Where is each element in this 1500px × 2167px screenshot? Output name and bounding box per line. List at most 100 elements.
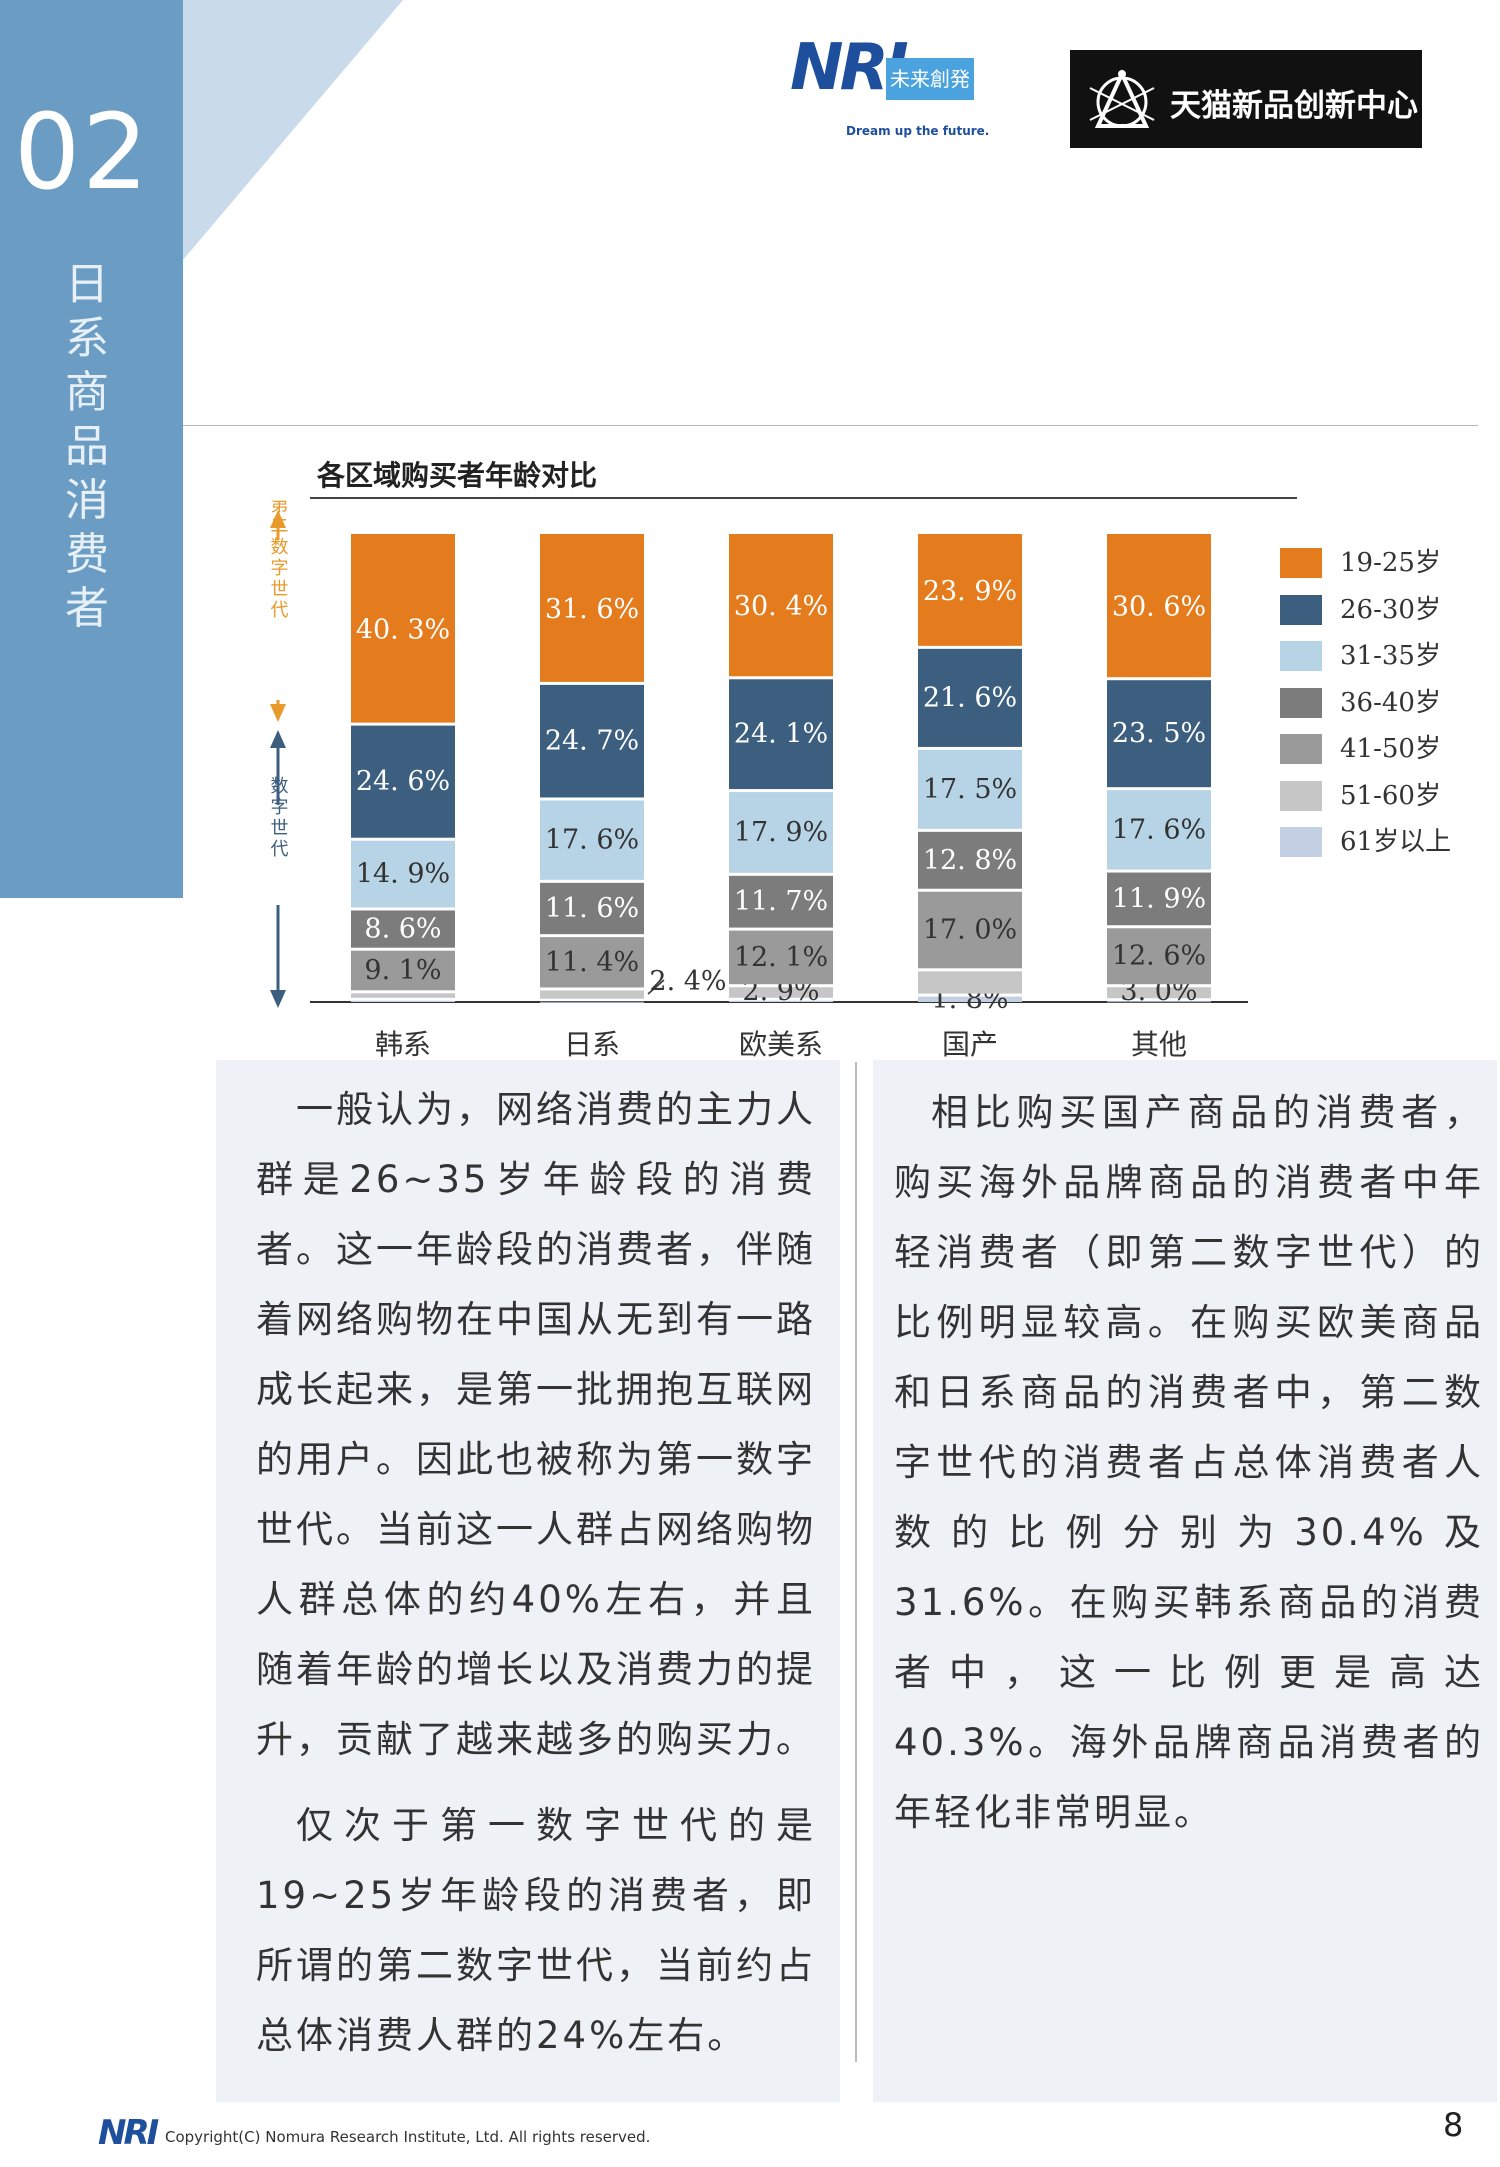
header-divider bbox=[183, 425, 1478, 426]
bar-1-0 bbox=[540, 534, 644, 682]
lower-axis-arrow-up bbox=[270, 730, 286, 748]
legend-swatch-1 bbox=[1280, 594, 1322, 625]
bar-3-1 bbox=[918, 648, 1022, 747]
bar-label-3-1: 21. 6% bbox=[923, 682, 1017, 713]
legend-label-0: 19-25岁 bbox=[1340, 548, 1441, 578]
chart-title: 各区域购买者年龄对比 bbox=[317, 459, 598, 492]
bar-0-3 bbox=[351, 910, 455, 948]
category-label-4: 其他 bbox=[1131, 1028, 1187, 1061]
tmall-logo: 天猫新品创新中心 bbox=[1070, 50, 1422, 148]
bar-label-4-3: 11. 9% bbox=[1112, 883, 1206, 914]
category-label-0: 韩系 bbox=[375, 1028, 431, 1061]
bar-4-3 bbox=[1107, 872, 1211, 926]
tmall-logo-text: 天猫新品创新中心 bbox=[1170, 88, 1418, 124]
legend-label-4: 41-50岁 bbox=[1340, 734, 1441, 764]
legend-label-6: 61岁以上 bbox=[1340, 827, 1452, 857]
bar-label-1-4: 11. 4% bbox=[545, 947, 639, 978]
upper-axis-label: 第二数字世代 bbox=[268, 500, 289, 621]
bar-label-1-3: 11. 6% bbox=[545, 893, 639, 924]
legend-label-1: 26-30岁 bbox=[1340, 594, 1441, 625]
legend-label-2: 31-35岁 bbox=[1340, 641, 1441, 671]
lower-axis-label: 数字世代 bbox=[268, 776, 289, 860]
bar-label-0-0: 40. 3% bbox=[356, 614, 450, 645]
bar-2-0 bbox=[729, 534, 833, 677]
left-paragraph-2: 仅次于第一数字世代的是19~25岁年龄段的消费者，即所谓的第二数字世代，当前约占… bbox=[256, 1804, 816, 2057]
bar-label-3-4: 17. 0% bbox=[923, 915, 1017, 946]
bar-1-3 bbox=[540, 882, 644, 935]
legend-swatch-6 bbox=[1280, 827, 1322, 857]
bar-3-6 bbox=[918, 996, 1022, 1002]
column-divider bbox=[855, 1062, 857, 2062]
bar-label-3-3: 12. 8% bbox=[923, 845, 1017, 876]
bar-label-0-3: 8. 6% bbox=[364, 914, 441, 945]
bar-label-2-2: 17. 9% bbox=[734, 817, 828, 848]
bar-label-4-2: 17. 6% bbox=[1112, 814, 1206, 845]
decorative-triangle bbox=[183, 0, 403, 260]
bar-label-2-3: 11. 7% bbox=[734, 886, 828, 917]
legend-swatch-0 bbox=[1280, 548, 1322, 578]
bar-4-6 bbox=[1107, 1001, 1211, 1003]
footer-nri-logo: NRI bbox=[98, 2113, 159, 2153]
bar-2-3 bbox=[729, 875, 833, 928]
category-label-2: 欧美系 bbox=[739, 1028, 823, 1061]
bar-1-1 bbox=[540, 684, 644, 798]
legend-swatch-2 bbox=[1280, 641, 1322, 671]
bar-4-1 bbox=[1107, 680, 1211, 788]
bar-2-5 bbox=[729, 987, 833, 998]
footer-copyright: Copyright(C) Nomura Research Institute, … bbox=[165, 2128, 651, 2146]
bar-0-2 bbox=[351, 840, 455, 908]
legend-label-3: 36-40岁 bbox=[1340, 687, 1441, 718]
bar-label-3-2: 17. 5% bbox=[923, 774, 1017, 805]
bar-0-0 bbox=[351, 534, 455, 723]
bar-0-5 bbox=[351, 993, 455, 998]
lower-axis-label-bg bbox=[266, 805, 290, 905]
nri-logo-tagline: Dream up the future. bbox=[846, 124, 990, 138]
bar-2-6 bbox=[729, 1000, 833, 1002]
lower-axis-arrow-down bbox=[270, 990, 286, 1008]
bar-4-0 bbox=[1107, 534, 1211, 678]
bar-label-2-1: 24. 1% bbox=[734, 719, 828, 750]
chart-title-rule bbox=[310, 497, 1297, 499]
bar-label-1-0: 31. 6% bbox=[545, 594, 639, 625]
bar-label-4-4: 12. 6% bbox=[1112, 941, 1206, 972]
bar-label-0-2: 14. 9% bbox=[356, 859, 450, 890]
bar-3-3 bbox=[918, 831, 1022, 889]
page-number: 8 bbox=[1443, 2106, 1464, 2144]
bar-0-4 bbox=[351, 950, 455, 991]
section-band bbox=[0, 0, 183, 898]
bar-2-4 bbox=[729, 930, 833, 985]
left-text-panel bbox=[216, 1060, 840, 2102]
upper-axis-arrow-down bbox=[270, 704, 286, 722]
bar-2-1 bbox=[729, 679, 833, 790]
bar-1-4 bbox=[540, 937, 644, 988]
bar-label-2-0: 30. 4% bbox=[734, 591, 828, 622]
bar-label-4-0: 30. 6% bbox=[1112, 592, 1206, 623]
bar-1-5 bbox=[540, 990, 644, 999]
bar-3-0 bbox=[918, 534, 1022, 646]
bar-0-6 bbox=[351, 1000, 455, 1002]
category-label-1: 日系 bbox=[564, 1028, 620, 1061]
bar-label-0-4: 9. 1% bbox=[364, 955, 441, 986]
bar-label-2-4: 12. 1% bbox=[734, 942, 828, 973]
bar-1-6 bbox=[540, 1001, 644, 1003]
left-paragraph-1: 一般认为，网络消费的主力人群是26~35岁年龄段的消费者。这一年龄段的消费者，伴… bbox=[256, 1088, 816, 1761]
bar-4-2 bbox=[1107, 790, 1211, 870]
bar-0-1 bbox=[351, 725, 455, 838]
bar-4-4 bbox=[1107, 928, 1211, 985]
right-text-panel bbox=[873, 1060, 1497, 2102]
bar-label-0-1: 24. 6% bbox=[356, 766, 450, 797]
nri-logo-box: 未来創発 bbox=[886, 58, 974, 100]
legend-swatch-5 bbox=[1280, 780, 1322, 811]
left-column-text: 一般认为，网络消费的主力人群是26~35岁年龄段的消费者。这一年龄段的消费者，伴… bbox=[256, 1075, 816, 2087]
bar-label-1-1: 24. 7% bbox=[545, 726, 639, 757]
bar-label-3-0: 23. 9% bbox=[923, 576, 1017, 607]
upper-axis-arrow-up bbox=[270, 510, 286, 528]
leader-line-japan bbox=[647, 979, 665, 995]
bar-3-2 bbox=[918, 749, 1022, 829]
category-label-3: 国产 bbox=[942, 1028, 998, 1061]
section-title: 日系商品消费者 bbox=[65, 259, 109, 634]
right-column-text: 相比购买国产商品的消费者，购买海外品牌商品的消费者中年轻消费者（即第二数字世代）… bbox=[894, 1078, 1484, 1864]
section-number: 02 bbox=[14, 91, 151, 213]
bar-label-1-2: 17. 6% bbox=[545, 825, 639, 856]
legend-swatch-4 bbox=[1280, 734, 1322, 764]
